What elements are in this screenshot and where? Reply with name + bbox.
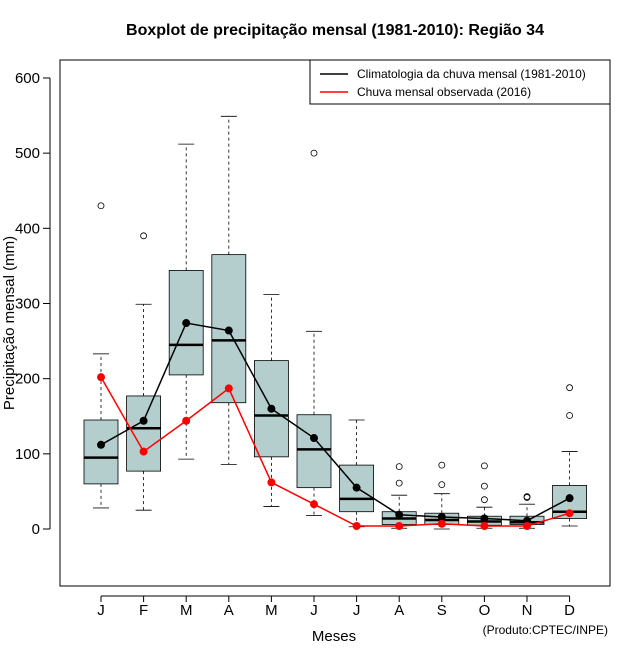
- outlier-8-1: [438, 461, 446, 469]
- series-point-0-0: [97, 440, 105, 449]
- series-line-0: [100, 322, 570, 522]
- box-body-0: [83, 419, 119, 485]
- series-point-1-9: [480, 521, 489, 530]
- series-point-0-2: [182, 319, 191, 328]
- legend: Climatologia da chuva mensal (1981-2010)…: [309, 59, 611, 105]
- series-point-0-7: [395, 510, 404, 519]
- legend-box: [309, 59, 611, 105]
- x-tick-label-2: M: [180, 602, 193, 619]
- x-tick-label-6: J: [353, 602, 361, 619]
- plot-frame: [59, 59, 611, 587]
- box-3: [211, 115, 247, 465]
- y-tick-label-0: 0: [32, 521, 40, 538]
- series-0: [97, 319, 574, 525]
- x-tick-label-0: J: [97, 602, 105, 619]
- outlier-7-0: [395, 479, 403, 487]
- y-tick-label-200: 200: [15, 371, 40, 388]
- series-1: [97, 373, 574, 530]
- series-point-0-6: [352, 483, 361, 492]
- series-group: [97, 319, 574, 530]
- series-line-1: [100, 376, 570, 527]
- series-point-1-2: [182, 416, 191, 425]
- outlier-10-1: [523, 493, 531, 501]
- y-tick-label-400: 400: [15, 220, 40, 237]
- outlier-5-0: [310, 149, 318, 157]
- box-body-1: [126, 395, 161, 472]
- box-0: [83, 202, 119, 509]
- series-point-0-4: [267, 404, 276, 413]
- outlier-11-0: [566, 412, 573, 419]
- series-point-0-9: [480, 514, 489, 523]
- series-point-1-10: [523, 521, 531, 530]
- series-point-1-8: [437, 519, 446, 528]
- x-axis-label: Meses: [312, 628, 356, 645]
- product-credit: (Produto:CPTEC/INPE): [483, 623, 608, 637]
- outlier-9-2: [480, 462, 488, 470]
- series-point-0-1: [139, 416, 148, 425]
- series-point-1-7: [395, 521, 404, 530]
- x-tick-label-5: J: [310, 602, 318, 619]
- series-point-1-0: [97, 373, 105, 382]
- chart-title: Boxplot de precipitação mensal (1981-201…: [126, 22, 544, 39]
- series-point-1-11: [565, 509, 574, 518]
- y-axis-label: Precipitação mensal (mm): [1, 236, 18, 410]
- series-point-1-6: [352, 521, 361, 530]
- box-4: [253, 294, 289, 507]
- series-point-0-11: [565, 494, 574, 503]
- boxes-group: [83, 115, 587, 530]
- x-tick-label-3: A: [224, 602, 234, 619]
- legend-label-climatology: Climatologia da chuva mensal (1981-2010): [357, 67, 586, 81]
- x-tick-label-10: N: [522, 602, 533, 619]
- outlier-1-0: [140, 232, 148, 240]
- x-tick-label-9: O: [479, 602, 491, 619]
- x-tick-label-1: F: [139, 602, 148, 619]
- series-point-1-1: [139, 447, 148, 456]
- series-point-0-8: [437, 512, 446, 521]
- box-1: [126, 232, 161, 511]
- y-axis: 0 100 200 300 400 500 600: [15, 70, 51, 538]
- outlier-9-0: [480, 496, 488, 504]
- series-point-1-5: [310, 500, 318, 509]
- series-point-1-4: [267, 478, 276, 487]
- series-point-1-3: [224, 384, 233, 393]
- outlier-7-1: [395, 463, 403, 471]
- outlier-9-1: [480, 482, 488, 490]
- legend-label-observed: Chuva mensal observada (2016): [357, 85, 531, 99]
- series-point-0-5: [310, 434, 318, 443]
- series-point-0-3: [224, 326, 233, 335]
- y-tick-label-500: 500: [15, 145, 40, 162]
- outlier-8-0: [438, 481, 446, 489]
- x-tick-label-7: A: [394, 602, 404, 619]
- x-tick-label-8: S: [437, 602, 447, 619]
- y-tick-label-300: 300: [15, 295, 40, 312]
- outlier-0-0: [97, 202, 105, 210]
- box-5: [296, 149, 332, 516]
- outlier-11-1: [566, 384, 573, 392]
- y-tick-label-100: 100: [15, 446, 40, 463]
- x-tick-label-4: M: [265, 602, 278, 619]
- y-tick-label-600: 600: [15, 70, 40, 87]
- x-tick-label-11: D: [564, 602, 575, 619]
